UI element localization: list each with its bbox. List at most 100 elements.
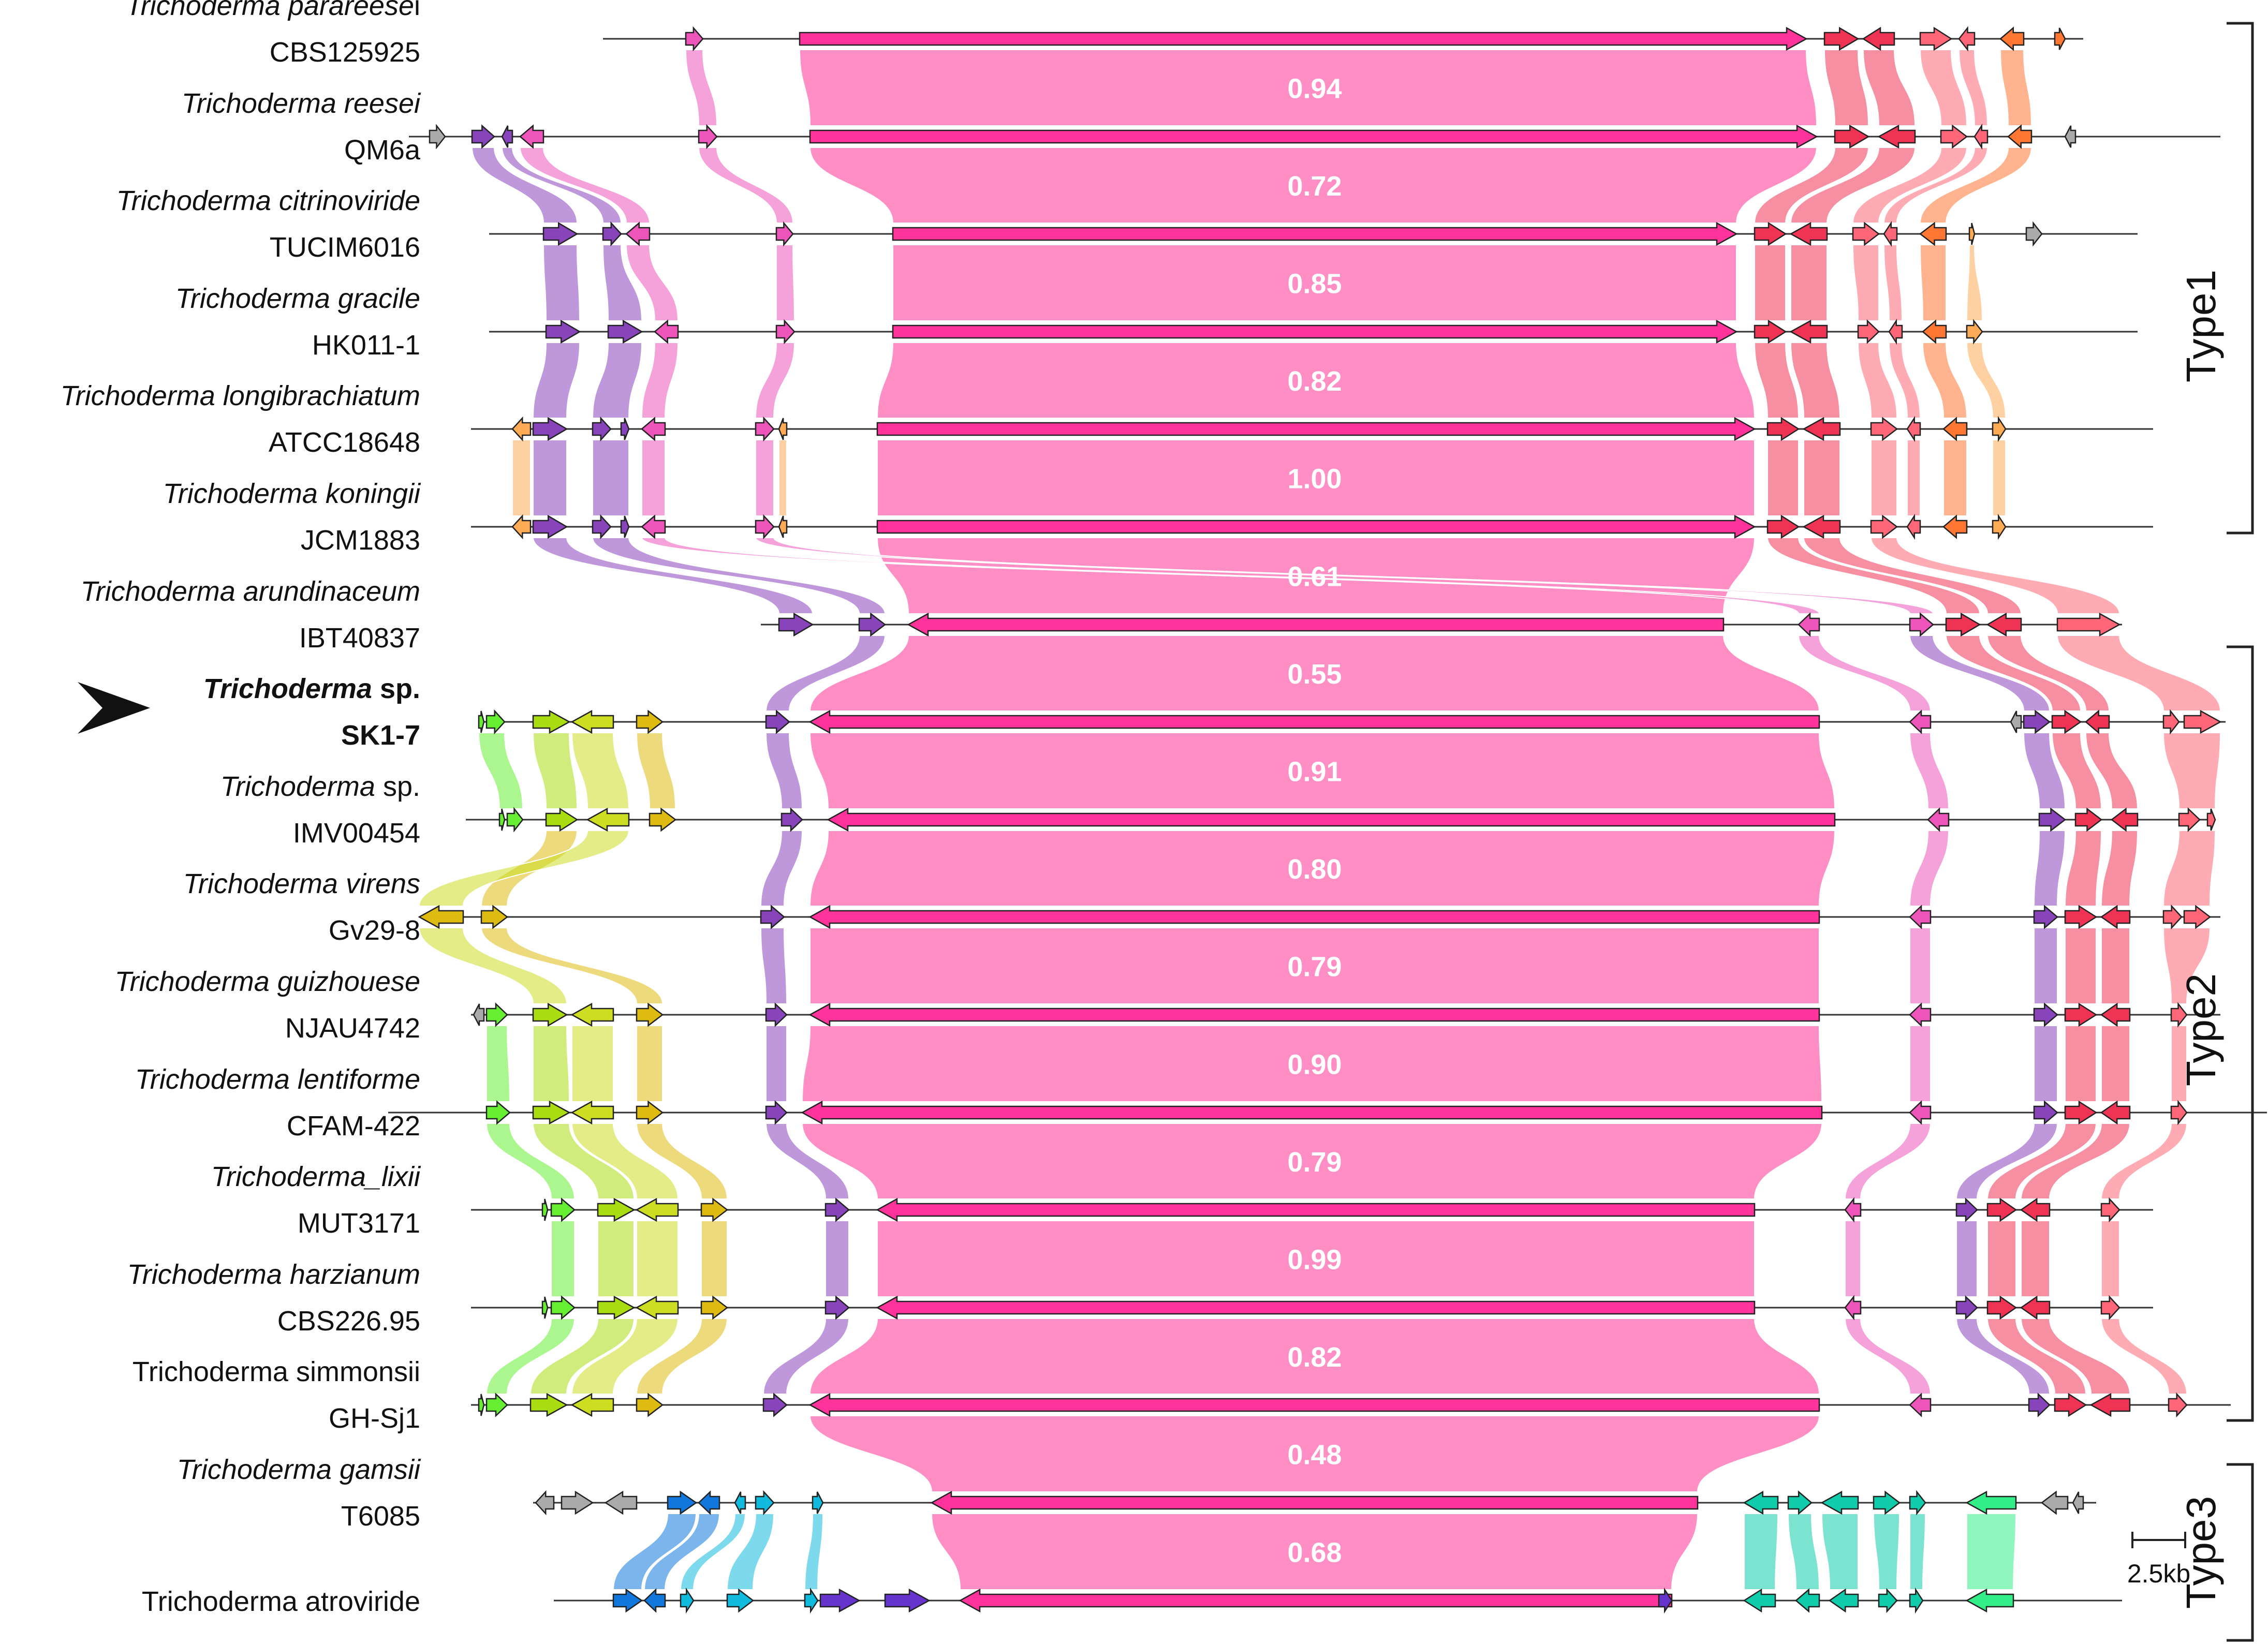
gene-arrow — [635, 1295, 679, 1320]
core-homology-band — [809, 1318, 1820, 1395]
homology-band — [778, 439, 788, 516]
gene-arrow — [1942, 514, 1968, 539]
homology-band — [1844, 1220, 1862, 1297]
gene-arrow — [511, 514, 532, 540]
gene-arrow — [1820, 1490, 1859, 1515]
identity-value: 0.82 — [1287, 1342, 1342, 1373]
core-gene-arrow — [799, 26, 1808, 51]
gene-arrow — [1999, 26, 2025, 51]
gene-arrow — [1878, 1588, 1898, 1613]
gene-arrow — [2025, 221, 2043, 247]
identity-value: 0.91 — [1287, 757, 1342, 788]
strain-id: HK011-1 — [312, 330, 420, 361]
gene-arrow — [511, 416, 532, 442]
species-name: Trichoderma arundinaceum — [81, 576, 420, 607]
homology-band — [1909, 1025, 1932, 1102]
gene-arrow — [636, 1393, 664, 1417]
gene-arrow — [478, 1394, 485, 1416]
homology-band — [2100, 927, 2130, 1004]
identity-values: 0.94 0.72 0.85 0.82 1.00 0.61 0.55 0.91 0.80 0.79… — [1287, 73, 1342, 1568]
species-name: Trichoderma_lixii — [211, 1161, 421, 1192]
homology-band — [1790, 342, 1841, 419]
homology-band — [532, 1123, 635, 1199]
gene-arrow — [570, 1100, 614, 1125]
homology-band — [1986, 1318, 2087, 1395]
species-name: Trichoderma citrinoviride — [116, 185, 420, 216]
gene-arrow — [1883, 220, 1898, 247]
gene-arrow — [804, 1587, 819, 1614]
gene-arrow — [1844, 1295, 1862, 1321]
gene-arrow — [485, 1002, 508, 1027]
gene-arrow — [485, 709, 506, 735]
core-homology-band — [801, 1123, 1823, 1199]
gene-arrow — [1857, 319, 1880, 344]
gene-arrow — [765, 1100, 788, 1125]
gene-arrow — [812, 1491, 824, 1514]
homology-band — [636, 732, 676, 809]
gene-arrow — [1919, 26, 1953, 51]
gene-arrow — [545, 319, 581, 344]
homology-band — [571, 1318, 679, 1395]
gene-arrow — [1802, 514, 1841, 539]
homology-band — [1992, 439, 2007, 516]
homology-band — [1942, 439, 1968, 516]
core-homology-band — [809, 147, 1818, 224]
gene-arrow — [1958, 26, 1976, 52]
gene-arrow — [532, 1100, 571, 1125]
gene-arrow — [1909, 1100, 1932, 1125]
gene-arrow — [2100, 1197, 2120, 1223]
species-name: Trichoderma koningii — [163, 478, 421, 509]
core-homology-band — [809, 830, 1836, 907]
homology-band — [636, 1220, 679, 1297]
homology-band — [1873, 1513, 1901, 1590]
gene-arrow — [1823, 26, 1860, 51]
homology-band — [2085, 732, 2139, 809]
gene-arrow — [2054, 27, 2066, 50]
strain-id: CBS125925 — [270, 37, 420, 68]
core-homology-band — [799, 49, 1818, 126]
homology-band — [1852, 244, 1880, 321]
strain-id: NJAU4742 — [285, 1013, 420, 1044]
gene-arrow — [532, 514, 568, 539]
core-homology-band — [809, 927, 1820, 1004]
gene-arrow — [2064, 905, 2098, 929]
gene-arrow — [700, 1295, 729, 1320]
core-gene-arrow — [930, 1490, 1699, 1515]
gene-arrow — [1909, 1587, 1924, 1614]
gene-arrow — [755, 416, 775, 442]
gene-arrow — [602, 221, 622, 247]
gene-arrow — [1968, 223, 1976, 245]
gene-arrow — [498, 808, 506, 831]
gene-arrow — [1955, 1295, 1978, 1320]
gene-arrow — [1945, 612, 1981, 637]
gene-arrow — [2054, 1393, 2087, 1417]
gene-arrow — [1906, 416, 1921, 442]
homology-band — [2056, 635, 2221, 712]
gene-arrow — [542, 221, 579, 246]
identity-value: 0.79 — [1287, 1147, 1342, 1178]
homology-bands — [418, 49, 2221, 1590]
homology-band — [1844, 1318, 1932, 1395]
homology-band — [1909, 927, 1932, 1004]
homology-band — [529, 1318, 635, 1395]
gene-arrow — [1789, 319, 1828, 344]
homology-band — [519, 147, 651, 224]
type-label: Type2 — [2178, 973, 2224, 1086]
core-gene-arrow — [876, 1295, 1756, 1320]
homology-band — [2064, 830, 2102, 907]
homology-band — [597, 1220, 635, 1297]
homology-band — [2051, 732, 2102, 809]
species-name: Trichoderma lentiforme — [135, 1064, 420, 1095]
gene-arrow — [2064, 1100, 2098, 1125]
identity-value: 1.00 — [1287, 464, 1342, 495]
identity-value: 0.55 — [1287, 659, 1342, 690]
homology-band — [592, 342, 643, 419]
gene-arrow — [1795, 1588, 1820, 1613]
gene-arrow — [1844, 1197, 1862, 1223]
homology-band — [2100, 1025, 2130, 1102]
homology-band — [480, 927, 664, 1004]
gene-arrow — [1942, 417, 1968, 441]
gene-arrow — [2010, 710, 2022, 733]
gene-arrow — [884, 1588, 931, 1613]
homology-band — [2100, 1318, 2188, 1395]
